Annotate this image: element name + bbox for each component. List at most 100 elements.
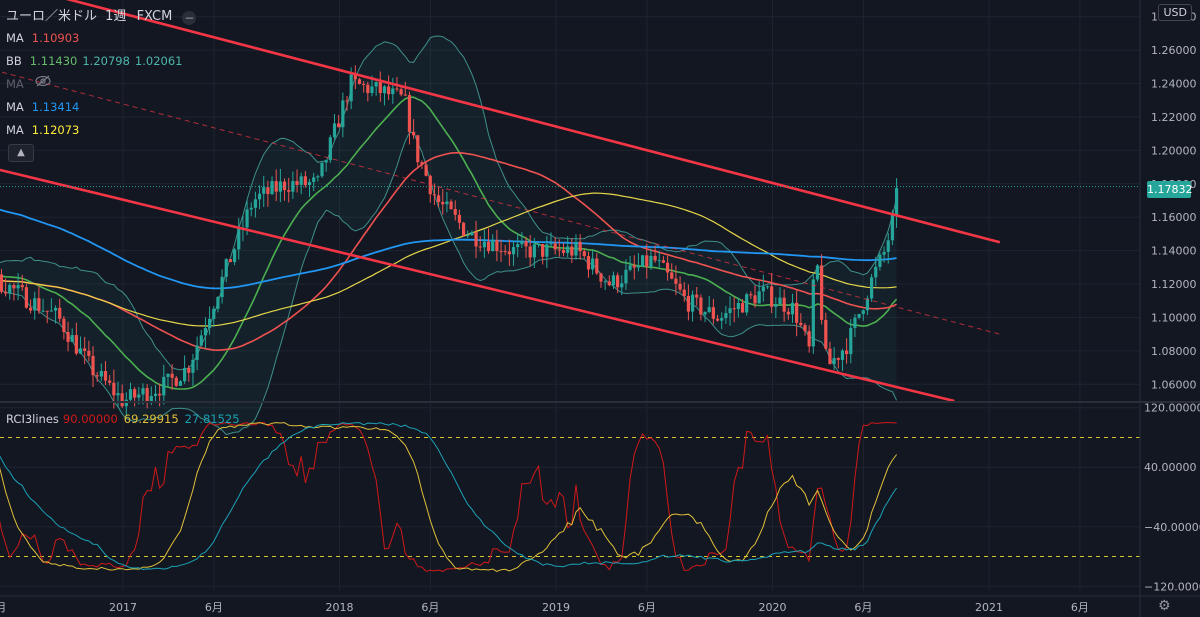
candle-body (391, 88, 395, 95)
candle-body (245, 209, 249, 228)
candle-body (770, 286, 774, 307)
indicator-legend-row[interactable]: MA 1.10903 (6, 31, 84, 45)
candle-body (3, 291, 8, 294)
gear-icon[interactable]: ⚙ (1158, 598, 1171, 614)
candle-body (174, 377, 178, 386)
candle-body (832, 358, 836, 365)
candle-body (849, 327, 853, 355)
candle-body (349, 74, 353, 102)
candle-body (53, 307, 58, 311)
candle-body (203, 328, 208, 336)
price-tick-label: 1.06000 (1151, 378, 1197, 391)
candle-body (20, 285, 24, 288)
candle-body (815, 265, 820, 280)
candle-body (445, 201, 449, 205)
candle-body (199, 335, 203, 346)
indicator-legend-row[interactable]: MA 1.13414 (6, 100, 84, 114)
indicator-legend-row[interactable]: MA 1.12073 (6, 123, 84, 137)
candle-body (28, 307, 33, 311)
candle-body (66, 332, 70, 342)
candle-body (387, 86, 391, 95)
candle-body (507, 251, 511, 255)
indicator-label: MA (6, 31, 24, 45)
candle-body (424, 164, 428, 176)
trend-channel[interactable] (0, 0, 1140, 403)
candle-body (87, 350, 91, 356)
candle-body (599, 273, 603, 282)
candle-body (799, 322, 803, 326)
chart-title: ユーロ／米ドル 1週 FXCM − (6, 5, 197, 25)
candle-body (170, 373, 174, 378)
candle-body (291, 181, 295, 192)
candle-body (266, 187, 270, 195)
candle-body (466, 235, 470, 237)
price-tick-label: 1.24000 (1151, 78, 1197, 91)
candle-body (824, 319, 828, 349)
candle-body (807, 331, 811, 347)
candle-body (503, 251, 507, 253)
candle-body (153, 393, 158, 397)
candle-body (861, 310, 865, 314)
candle-body (661, 260, 666, 263)
candle-body (482, 241, 486, 248)
candle-body (83, 348, 87, 351)
candle-body (137, 394, 141, 398)
candle-body (886, 240, 890, 252)
time-tick-label: 2019 (542, 601, 570, 614)
candle-body (278, 181, 282, 192)
candle-body (874, 266, 878, 278)
candle-body (499, 251, 503, 253)
candle-body (736, 302, 740, 310)
candle-body (37, 298, 41, 311)
eye-hidden-icon[interactable] (35, 75, 51, 87)
candle-body (49, 310, 53, 312)
candle-body (183, 368, 187, 382)
candle-body (0, 274, 4, 292)
candle-body (782, 297, 786, 312)
candle-body (790, 302, 795, 315)
indicator-legend-row[interactable]: BB 1.11430 1.20798 1.02061 (6, 54, 187, 68)
candle-body (145, 388, 149, 402)
candle-body (845, 350, 849, 355)
candle-body (399, 89, 403, 95)
candle-body (524, 241, 528, 247)
collapse-legend-button[interactable]: ▲ (8, 144, 34, 162)
candle-body (470, 232, 474, 236)
candle-body (690, 294, 695, 312)
candle-body (253, 199, 257, 208)
candle-body (857, 313, 861, 318)
candle-body (208, 318, 212, 329)
candle-body (478, 246, 482, 248)
indicator-value: 1.12073 (31, 123, 80, 137)
candle-body (774, 304, 778, 307)
channel-mid-line (0, 71, 1000, 335)
candle-body (78, 348, 83, 354)
candle-body (457, 214, 462, 223)
time-tick-label: 2018 (326, 601, 354, 614)
rci-short-line (0, 422, 897, 572)
candle-body (328, 137, 332, 161)
candle-body (120, 393, 124, 407)
grid (0, 0, 1140, 590)
currency-label[interactable]: USD (1158, 4, 1192, 21)
interval-label[interactable]: 1週 (105, 9, 127, 24)
minus-icon[interactable]: − (182, 11, 197, 25)
candle-body (112, 382, 116, 396)
candle-body (16, 285, 20, 289)
candle-body (307, 182, 312, 186)
candle-body (262, 187, 266, 194)
candle-body (320, 162, 324, 177)
candle-body (582, 251, 586, 257)
indicator-value: 1.11430 (29, 54, 78, 68)
candle-body (403, 94, 407, 96)
rci-legend: RCI3lines 90.00000 69.29915 27.81525 (6, 412, 246, 426)
candle-body (316, 176, 320, 178)
candle-body (753, 295, 757, 304)
candle-body (765, 286, 770, 288)
candle-body (45, 310, 49, 312)
candle-body (636, 266, 641, 268)
candle-body (491, 240, 495, 252)
indicator-legend-row[interactable]: MA (6, 77, 32, 91)
